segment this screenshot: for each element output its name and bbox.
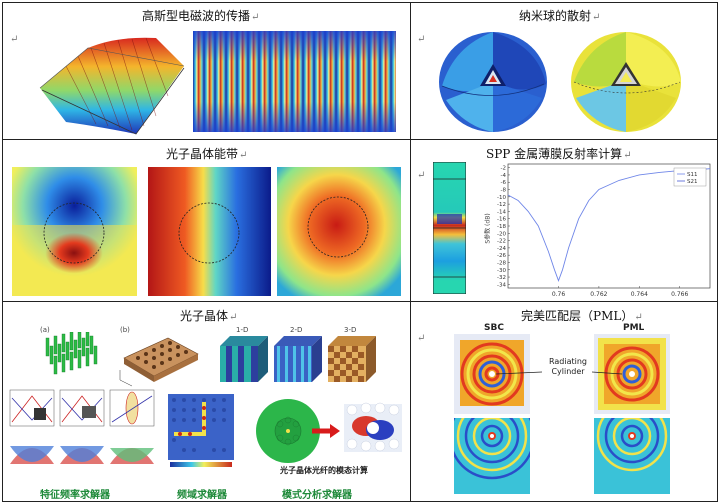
paragraph-mark: ↵	[417, 34, 426, 45]
row-divider-1	[2, 139, 718, 140]
y-tick-label: -34	[497, 282, 506, 288]
caption-gaussian: 高斯型电磁波的传播↵	[142, 9, 260, 23]
y-tick-label: -22	[497, 239, 506, 245]
caption-bandgap: 光子晶体能带↵	[166, 147, 248, 161]
legend-label: S11	[687, 172, 698, 178]
fiber-mode-plot	[256, 399, 402, 463]
y-tick-label: -14	[497, 209, 506, 215]
x-tick-label: 0.762	[590, 291, 607, 298]
sbc-field-bottom	[454, 418, 530, 494]
y-tick-label: -8	[501, 188, 507, 194]
x-tick-label: 0.766	[671, 291, 688, 298]
band-mode-1	[12, 167, 137, 296]
row-divider-2	[2, 301, 718, 302]
sbc-label: SBC	[484, 323, 504, 333]
y-axis-label: S参数 (dB)	[484, 213, 492, 244]
y-tick-label: -10	[497, 195, 506, 201]
annotation-radiating: Radiating	[549, 357, 587, 366]
y-tick-label: -32	[497, 275, 506, 281]
y-tick-label: -2	[501, 166, 506, 172]
y-tick-label: -6	[501, 180, 507, 186]
solver-mode-analysis: 模式分析求解器	[282, 490, 352, 501]
y-tick-label: -26	[497, 253, 506, 259]
hole-slab	[119, 337, 199, 387]
crystal-2d-cube	[274, 336, 322, 382]
dim-3d-label: 3-D	[344, 326, 357, 334]
pml-field-top	[594, 334, 670, 414]
y-tick-label: -12	[497, 202, 506, 208]
band-diagrams	[9, 389, 155, 464]
y-tick-label: -28	[497, 260, 506, 266]
caption-crystal: 光子晶体↵	[180, 309, 238, 323]
annotation-arrows	[495, 371, 623, 375]
paragraph-mark: ↵	[10, 34, 19, 45]
paragraph-mark: ↵	[417, 170, 426, 181]
caption-spp: SPP 金属薄膜反射率计算↵	[486, 147, 632, 161]
y-tick-label: -16	[497, 217, 506, 223]
gaussian-2d-field	[193, 31, 396, 132]
y-tick-label: -24	[497, 246, 506, 252]
y-tick-label: -20	[497, 231, 506, 237]
y-tick-label: -4	[501, 173, 507, 179]
panel-a-label: (a)	[40, 326, 50, 334]
annotation-cylinder: Cylinder	[551, 367, 585, 376]
pml-label: PML	[623, 323, 645, 333]
spp-field-strip	[433, 162, 466, 294]
crystal-3d-cube	[328, 336, 376, 382]
column-divider	[410, 2, 411, 502]
sbc-field-top	[454, 334, 530, 414]
legend-box	[673, 167, 707, 187]
y-tick-label: -18	[497, 224, 506, 230]
band-mode-3	[277, 167, 401, 296]
crystal-1d-cube	[220, 336, 268, 382]
y-tick-label: -30	[497, 268, 506, 274]
legend-label: S21	[687, 179, 698, 185]
x-tick-label: 0.764	[631, 291, 648, 298]
fiber-caption: 光子晶体光纤的模态计算	[280, 466, 368, 475]
paragraph-mark: ↵	[417, 333, 426, 344]
frequency-domain-plot	[168, 394, 234, 467]
x-tick-label: 0.76	[552, 291, 566, 298]
caption-pml: 完美匹配层（PML）↵	[521, 309, 643, 323]
rod-array	[45, 332, 98, 375]
solver-eigenfrequency: 特征频率求解器	[40, 490, 110, 501]
panel-b-label: (b)	[120, 326, 130, 334]
caption-nanoball: 纳米球的散射↵	[519, 9, 601, 23]
nanosphere-yellow	[571, 32, 681, 132]
nanosphere-blue	[439, 32, 547, 132]
solver-frequency-domain: 频域求解器	[177, 490, 227, 501]
gaussian-3d-beam	[39, 37, 185, 135]
pml-field-bottom	[594, 418, 670, 494]
dim-1d-label: 1-D	[236, 326, 249, 334]
dim-2d-label: 2-D	[290, 326, 303, 334]
spp-chart: -2 -4 -6 -8 -10 -12 -14 -16 -18 -20 -22 -24 -26 -28 -3…	[478, 160, 714, 300]
band-mode-2	[148, 167, 271, 296]
series-line-s11	[507, 168, 711, 283]
